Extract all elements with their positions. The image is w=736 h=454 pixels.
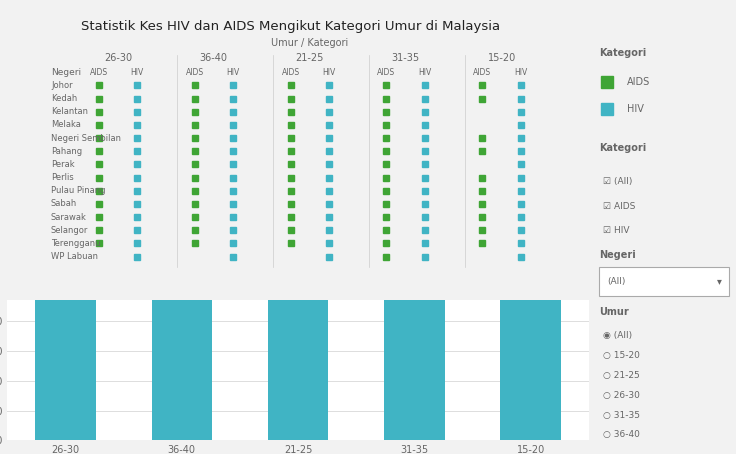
Bar xyxy=(35,268,96,440)
Text: 31-35: 31-35 xyxy=(392,53,420,63)
Text: Statistik Kes HIV dan AIDS Mengikut Kategori Umur di Malaysia: Statistik Kes HIV dan AIDS Mengikut Kate… xyxy=(81,20,500,34)
Text: 15-20: 15-20 xyxy=(487,53,516,63)
Text: Kelantan: Kelantan xyxy=(51,107,88,116)
Text: HIV: HIV xyxy=(418,68,431,77)
FancyBboxPatch shape xyxy=(599,267,729,296)
Text: AIDS: AIDS xyxy=(378,68,395,77)
Text: AIDS: AIDS xyxy=(185,68,204,77)
Bar xyxy=(152,190,212,226)
Bar xyxy=(384,296,445,440)
Text: ○ 15-20: ○ 15-20 xyxy=(604,351,640,360)
Text: Sarawak: Sarawak xyxy=(51,212,87,222)
Text: AIDS: AIDS xyxy=(281,68,300,77)
Text: ☑ AIDS: ☑ AIDS xyxy=(604,202,635,211)
Text: AIDS: AIDS xyxy=(473,68,492,77)
Text: Pulau Pinang: Pulau Pinang xyxy=(51,186,105,195)
Text: ○ 31-35: ○ 31-35 xyxy=(604,410,640,419)
Text: AIDS: AIDS xyxy=(90,68,107,77)
Bar xyxy=(152,226,212,440)
Text: Terengganu: Terengganu xyxy=(51,239,101,248)
Text: Sabah: Sabah xyxy=(51,199,77,208)
Text: Kategori: Kategori xyxy=(599,143,646,153)
Text: Kedah: Kedah xyxy=(51,94,77,103)
Bar xyxy=(384,232,445,296)
Text: 21-25: 21-25 xyxy=(296,53,324,63)
Text: ○ 21-25: ○ 21-25 xyxy=(604,371,640,380)
Text: Umur / Kategori: Umur / Kategori xyxy=(271,38,348,48)
Text: 36-40: 36-40 xyxy=(199,53,227,63)
Text: Johor: Johor xyxy=(51,81,73,90)
Text: AIDS: AIDS xyxy=(627,77,650,87)
Text: Negeri: Negeri xyxy=(51,68,81,77)
Text: Umur: Umur xyxy=(599,307,629,317)
Text: HIV: HIV xyxy=(130,68,144,77)
Text: HIV: HIV xyxy=(514,68,528,77)
Text: (All): (All) xyxy=(607,276,626,286)
Text: Kategori: Kategori xyxy=(599,48,646,58)
Text: Perak: Perak xyxy=(51,160,74,169)
Text: ◉ (All): ◉ (All) xyxy=(604,331,632,340)
Text: 26-30: 26-30 xyxy=(104,53,132,63)
Bar xyxy=(35,241,96,268)
Text: HIV: HIV xyxy=(322,68,336,77)
Text: ○ 26-30: ○ 26-30 xyxy=(604,391,640,400)
Bar xyxy=(268,217,328,271)
Text: HIV: HIV xyxy=(627,104,644,114)
Text: ○ 36-40: ○ 36-40 xyxy=(604,430,640,439)
Text: Selangor: Selangor xyxy=(51,226,88,235)
Text: HIV: HIV xyxy=(227,68,240,77)
Text: Perlis: Perlis xyxy=(51,173,74,182)
Text: Melaka: Melaka xyxy=(51,120,81,129)
Text: WP Labuan: WP Labuan xyxy=(51,252,98,261)
Text: ☑ HIV: ☑ HIV xyxy=(604,226,630,235)
Bar xyxy=(500,297,561,440)
Bar xyxy=(500,232,561,297)
Bar xyxy=(268,271,328,440)
Text: Pahang: Pahang xyxy=(51,147,82,156)
Text: Negeri: Negeri xyxy=(599,250,636,260)
Text: ☑ (All): ☑ (All) xyxy=(604,177,632,186)
Text: Negeri Sembilan: Negeri Sembilan xyxy=(51,133,121,143)
Text: ▾: ▾ xyxy=(717,276,722,286)
